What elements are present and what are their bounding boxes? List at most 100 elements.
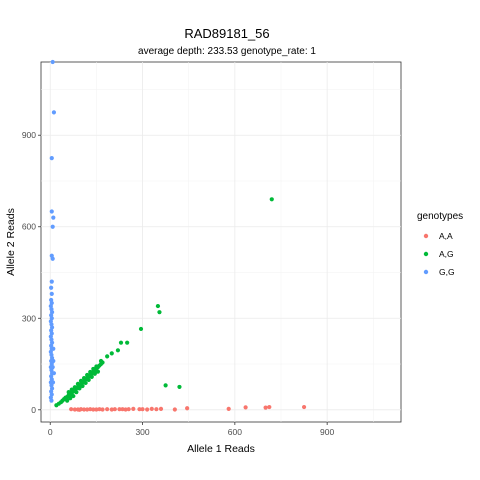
- point-g-g: [51, 371, 57, 376]
- legend-label-g-g: G,G: [439, 267, 455, 277]
- y-axis-title: Allele 2 Reads: [5, 208, 17, 276]
- point-g-g: [50, 224, 55, 229]
- point-g-g: [49, 209, 54, 214]
- point-a-a: [158, 406, 164, 411]
- point-a-g: [74, 390, 79, 395]
- point-a-g: [95, 369, 101, 374]
- legend: genotypes A,A A,G G,G: [417, 211, 463, 277]
- legend-key-a-g: [423, 251, 429, 257]
- point-a-g: [81, 375, 87, 381]
- point-g-g: [50, 364, 55, 370]
- data-points: [48, 59, 307, 412]
- point-g-g: [50, 59, 55, 65]
- point-a-a: [263, 405, 268, 410]
- point-g-g: [51, 110, 57, 115]
- point-a-g: [163, 383, 168, 388]
- point-a-a: [117, 407, 122, 412]
- x-tick-label: 0: [48, 427, 53, 437]
- point-a-g: [88, 369, 93, 375]
- point-a-g: [177, 384, 182, 390]
- point-a-a: [149, 406, 154, 411]
- point-g-g: [50, 380, 56, 385]
- point-a-g: [89, 374, 94, 379]
- point-a-g: [78, 378, 84, 383]
- y-tick-label: 900: [22, 130, 36, 140]
- point-g-g: [51, 215, 56, 220]
- x-tick-label: 300: [135, 427, 149, 437]
- point-a-g: [105, 354, 110, 359]
- point-a-a: [69, 407, 74, 412]
- x-tick-label: 900: [320, 427, 334, 437]
- point-a-a: [126, 407, 131, 412]
- point-g-g: [49, 156, 54, 161]
- point-a-g: [66, 390, 71, 395]
- y-tick-label: 600: [22, 222, 36, 232]
- point-a-a: [131, 406, 136, 411]
- point-a-a: [81, 407, 87, 412]
- point-a-g: [125, 340, 130, 345]
- legend-items: A,A A,G G,G: [423, 231, 455, 277]
- point-a-g: [68, 396, 73, 401]
- point-a-a: [145, 407, 150, 412]
- point-g-g: [50, 256, 55, 261]
- point-a-a: [109, 407, 114, 412]
- point-g-g: [51, 346, 56, 351]
- chart-subtitle: average depth: 233.53 genotype_rate: 1: [138, 46, 316, 57]
- point-a-g: [155, 303, 161, 309]
- point-a-a: [88, 407, 93, 412]
- y-tick-label: 0: [31, 405, 36, 415]
- point-a-a: [301, 404, 307, 410]
- point-a-a: [94, 407, 99, 412]
- point-a-a: [85, 407, 90, 412]
- x-axis-title: Allele 1 Reads: [187, 443, 255, 455]
- point-a-g: [80, 383, 85, 389]
- point-g-g: [49, 291, 54, 296]
- point-a-a: [137, 407, 142, 412]
- point-a-a: [100, 407, 105, 412]
- point-g-g: [49, 285, 54, 290]
- point-a-a: [267, 404, 272, 410]
- point-a-g: [109, 351, 114, 356]
- point-a-a: [78, 407, 84, 412]
- point-a-a: [154, 407, 159, 412]
- point-a-a: [105, 407, 110, 412]
- point-a-g: [83, 380, 88, 386]
- point-a-g: [69, 387, 74, 392]
- point-a-a: [140, 407, 145, 412]
- point-a-g: [157, 310, 162, 315]
- point-a-a: [72, 407, 77, 412]
- point-a-g: [65, 398, 70, 403]
- legend-label-a-a: A,A: [439, 231, 453, 241]
- x-axis-ticks: 0 300 600 900: [48, 422, 335, 437]
- point-a-a: [123, 407, 128, 412]
- point-a-g: [77, 386, 82, 391]
- point-a-g: [98, 358, 104, 364]
- point-g-g: [49, 279, 54, 284]
- chart-title: RAD89181_56: [184, 26, 269, 41]
- y-axis-ticks: 0 300 600 900: [22, 130, 41, 415]
- point-a-a: [226, 406, 231, 411]
- point-a-g: [94, 364, 99, 369]
- point-a-a: [91, 407, 96, 412]
- point-a-a: [243, 405, 248, 410]
- point-a-a: [172, 407, 177, 412]
- point-a-a: [97, 407, 102, 412]
- point-a-g: [71, 393, 76, 399]
- point-g-g: [51, 358, 56, 364]
- point-a-g: [86, 377, 91, 382]
- point-a-g: [72, 385, 77, 390]
- y-tick-label: 300: [22, 313, 36, 323]
- point-a-a: [112, 407, 117, 412]
- point-a-a: [120, 407, 125, 412]
- x-tick-label: 600: [228, 427, 242, 437]
- point-a-a: [185, 406, 190, 411]
- point-g-g: [49, 398, 54, 403]
- point-a-g: [138, 326, 144, 332]
- point-a-g: [118, 340, 124, 345]
- point-a-g: [92, 371, 97, 376]
- point-a-g: [75, 381, 81, 386]
- point-a-g: [91, 366, 96, 372]
- point-a-g: [85, 372, 90, 378]
- point-a-g: [115, 348, 121, 353]
